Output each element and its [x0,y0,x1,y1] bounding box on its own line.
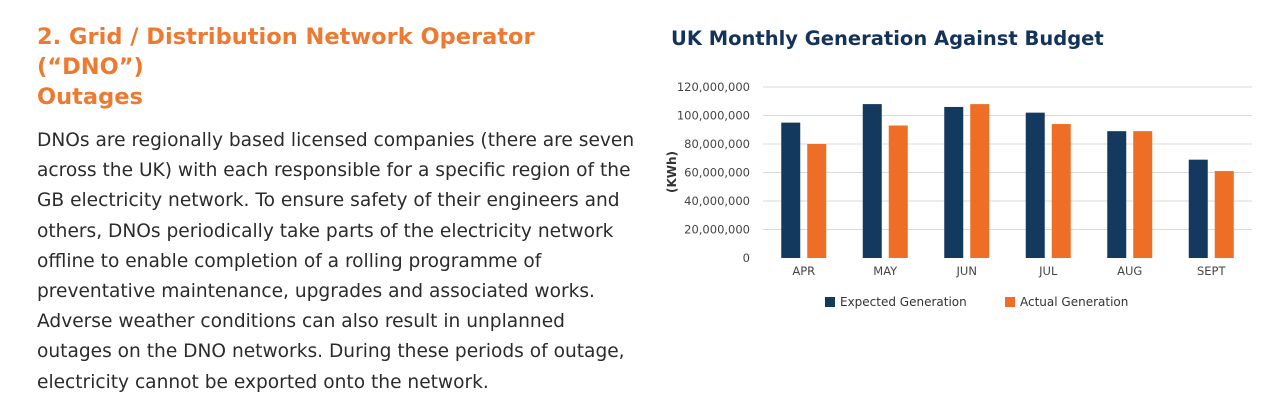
y-axis-label: (KWh) [665,151,679,193]
y-tick-label: 40,000,000 [684,194,750,208]
bar-expected [1188,159,1208,258]
chart-title: UK Monthly Generation Against Budget [671,27,1104,50]
bar-expected [781,122,801,258]
legend: Expected Generation Actual Generation [825,295,1128,309]
bar-actual [1051,124,1071,258]
legend-label: Actual Generation [1020,295,1128,309]
x-tick-label: APR [792,264,815,278]
y-tick-label: 60,000,000 [684,166,750,180]
text-section: 2. Grid / Distribution Network Operator … [37,22,637,398]
legend-label: Expected Generation [840,295,967,309]
x-axis-ticks: APR MAY JUN JUL AUG SEPT [792,264,1226,278]
x-tick-label: MAY [873,264,898,278]
bar-actual [888,125,908,258]
bar-actual [1133,131,1153,258]
y-axis-ticks: 0 20,000,000 40,000,000 60,000,000 80,000,00… [677,80,750,265]
bar-expected [944,106,964,258]
bar-expected [862,104,882,258]
bars [781,104,1234,259]
y-tick-label: 0 [743,251,750,265]
x-tick-label: JUN [956,264,977,278]
x-tick-label: JUL [1038,264,1058,278]
generation-chart: 0 20,000,000 40,000,000 60,000,000 80,000,00… [665,80,1252,309]
legend-swatch [825,297,835,307]
bar-actual [807,144,827,258]
bar-actual [970,104,990,258]
section-heading-line2: Outages [37,84,143,110]
bar-actual [1214,171,1234,258]
gridlines [763,86,1252,230]
bar-expected [1025,112,1045,259]
x-tick-label: AUG [1117,264,1142,278]
y-tick-label: 20,000,000 [684,223,750,237]
y-tick-label: 120,000,000 [677,80,750,94]
x-tick-label: SEPT [1197,264,1227,278]
section-heading-line1: 2. Grid / Distribution Network Operator … [37,24,535,80]
y-tick-label: 100,000,000 [677,109,750,123]
section-heading: 2. Grid / Distribution Network Operator … [37,22,637,112]
bar-expected [1107,131,1127,258]
section-body: DNOs are regionally based licensed compa… [37,130,635,393]
y-tick-label: 80,000,000 [684,137,750,151]
legend-swatch [1005,297,1015,307]
